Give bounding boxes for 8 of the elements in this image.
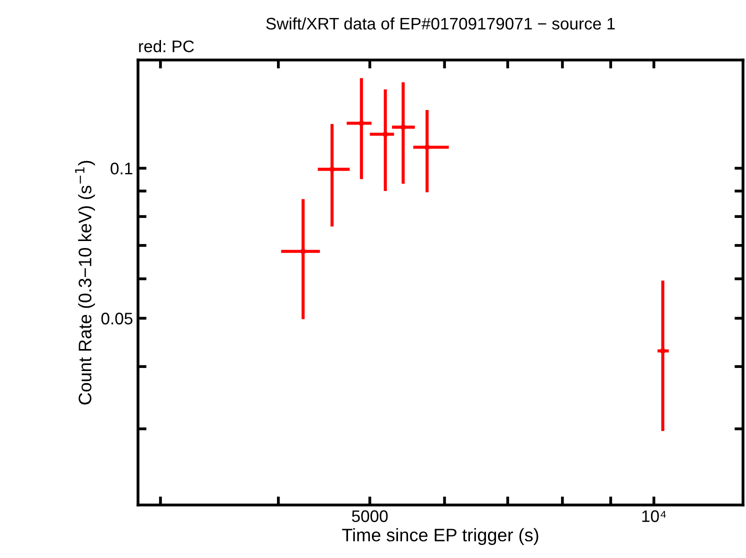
chart-title: Swift/XRT data of EP#01709179071 − source 1: [266, 17, 615, 30]
y-tick-label: 0.05: [101, 312, 132, 324]
y-tick-label: 0.1: [110, 162, 132, 174]
text: red: PC: [139, 40, 194, 52]
x-tick-label: 10⁴: [642, 510, 666, 522]
y-axis-title: Count Rate (0.3−10 keV) (s$^{−1}$): [75, 160, 95, 404]
x-axis-title: Time since EP trigger (s): [342, 528, 538, 545]
x-tick-label: 5000: [352, 510, 388, 522]
